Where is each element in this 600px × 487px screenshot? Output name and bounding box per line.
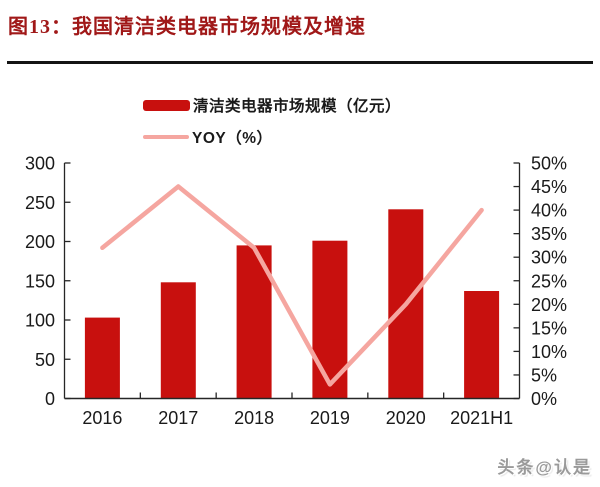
bar-2016 [84,317,120,399]
left-axis-label-100: 100 [25,311,55,331]
bar-series-swatch-icon [143,99,190,111]
right-axis-label-25%: 25% [531,271,567,291]
x-axis-label-2017: 2017 [158,408,198,428]
left-axis-label-300: 300 [25,154,55,174]
right-axis-label-15%: 15% [531,318,567,338]
bar-2019 [312,240,348,399]
legend-item-market-size: 清洁类电器市场规模（亿元） [143,94,401,116]
legend-item-yoy: YOY（%） [143,126,273,148]
right-axis-label-20%: 20% [531,295,567,315]
left-axis-label-50: 50 [35,350,55,370]
right-axis-label-5%: 5% [531,365,557,385]
right-axis-label-45%: 45% [531,177,567,197]
x-axis-label-2018: 2018 [234,408,274,428]
right-axis-label-35%: 35% [531,224,567,244]
figure-title: 图13：我国清洁类电器市场规模及增速 [8,16,366,38]
left-axis-label-150: 150 [25,271,55,291]
axis-tick-labels: 0 50 100 150 200 250 300 0% 5% 10% 15% 20% 25% 30% 35%… [25,154,567,429]
right-axis-label-40%: 40% [531,201,567,221]
line-series-swatch-icon [143,134,189,140]
x-axis-label-2016: 2016 [82,408,122,428]
left-axis-label-200: 200 [25,232,55,252]
right-axis-label-10%: 10% [531,342,567,362]
legend-label-yoy: YOY（%） [192,130,273,147]
bars-series [84,209,500,399]
right-axis-label-30%: 30% [531,248,567,268]
yoy-line [100,184,484,387]
right-axis-label-50%: 50% [531,154,567,174]
axes [63,162,521,400]
x-axis-label-2021H1: 2021H1 [450,408,513,428]
x-axis-label-2020: 2020 [386,408,426,428]
right-axis-label-0%: 0% [531,389,557,409]
bar-2021H1 [464,291,500,399]
watermark: 头条@认是 [497,458,592,477]
title-divider [7,61,593,64]
left-axis-label-0: 0 [45,389,55,409]
legend-label-market-size: 清洁类电器市场规模（亿元） [193,98,402,115]
yoy-line-series [100,184,484,387]
x-axis-label-2019: 2019 [310,408,350,428]
left-axis-label-250: 250 [25,193,55,213]
bar-2017 [160,282,196,399]
